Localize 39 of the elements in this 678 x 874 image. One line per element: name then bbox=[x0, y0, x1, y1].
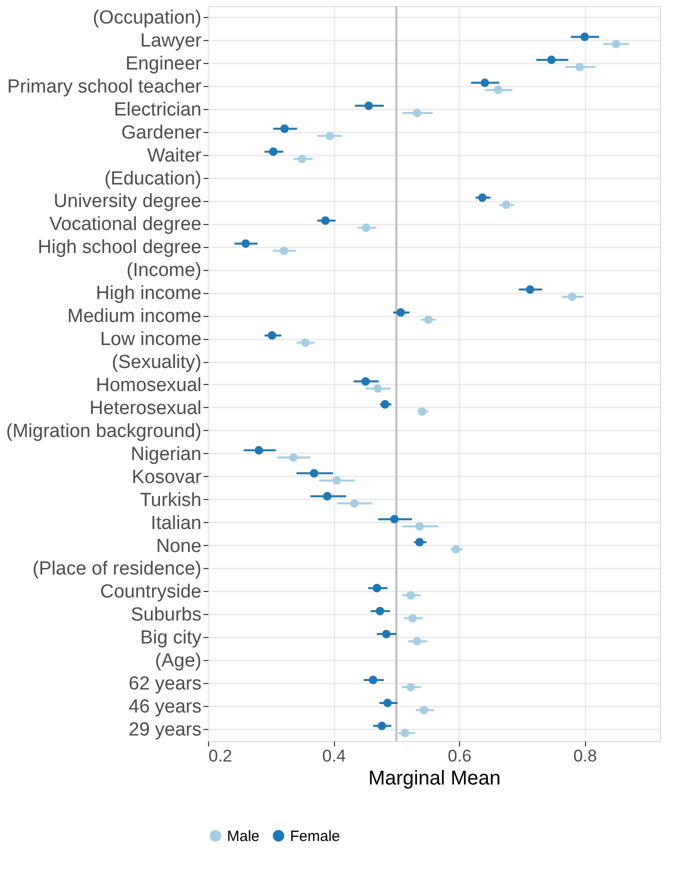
y-tick-label: High school degree bbox=[38, 237, 202, 258]
y-tick-label: (Place of residence) bbox=[32, 558, 202, 580]
y-tick-label: Engineer bbox=[125, 53, 202, 74]
y-tick-label: (Occupation) bbox=[92, 7, 202, 28]
y-tick-label: Kosovar bbox=[132, 466, 202, 488]
y-tick-label: 29 years bbox=[128, 720, 202, 741]
y-tick-label: Gardener bbox=[121, 122, 202, 144]
y-tick-label: (Migration background) bbox=[6, 420, 202, 442]
x-tick-label: 0.8 bbox=[573, 746, 597, 766]
y-tick-label: 46 years bbox=[128, 696, 202, 718]
y-tick-label: Medium income bbox=[67, 306, 202, 328]
y-tick-label: Suburbs bbox=[130, 604, 202, 626]
y-tick-label: Big city bbox=[140, 628, 202, 649]
y-tick-label: (Sexuality) bbox=[112, 352, 202, 374]
y-tick-label: Lawyer bbox=[140, 30, 202, 52]
y-tick-label: 62 years bbox=[128, 674, 202, 695]
y-tick-label: Low income bbox=[100, 329, 202, 350]
y-tick-label: Electrician bbox=[114, 99, 202, 120]
y-tick-label: Countryside bbox=[100, 582, 202, 603]
x-tick-label: 0.6 bbox=[448, 746, 472, 766]
y-tick-label: High income bbox=[96, 283, 202, 304]
y-tick-label: Nigerian bbox=[130, 444, 202, 465]
y-tick-label: (Education) bbox=[104, 168, 202, 190]
y-tick-label: (Income) bbox=[126, 260, 202, 282]
legend-label: Male bbox=[227, 828, 260, 845]
x-tick-label: 0.2 bbox=[208, 746, 232, 766]
legend-label: Female bbox=[290, 828, 340, 845]
y-tick-label: Waiter bbox=[147, 145, 202, 166]
y-tick-label: None bbox=[156, 536, 202, 557]
y-tick-label: Vocational degree bbox=[49, 214, 202, 236]
y-tick-label: Homosexual bbox=[96, 374, 202, 396]
x-axis-title: Marginal Mean bbox=[368, 768, 501, 790]
y-tick-label: (Age) bbox=[155, 650, 202, 672]
y-tick-label: Primary school teacher bbox=[7, 76, 202, 98]
y-tick-label: University degree bbox=[54, 191, 202, 212]
y-tick-label: Italian bbox=[150, 512, 202, 534]
y-tick-label: Turkish bbox=[140, 490, 202, 511]
x-tick-label: 0.4 bbox=[322, 746, 346, 766]
y-tick-label: Heterosexual bbox=[90, 398, 202, 419]
